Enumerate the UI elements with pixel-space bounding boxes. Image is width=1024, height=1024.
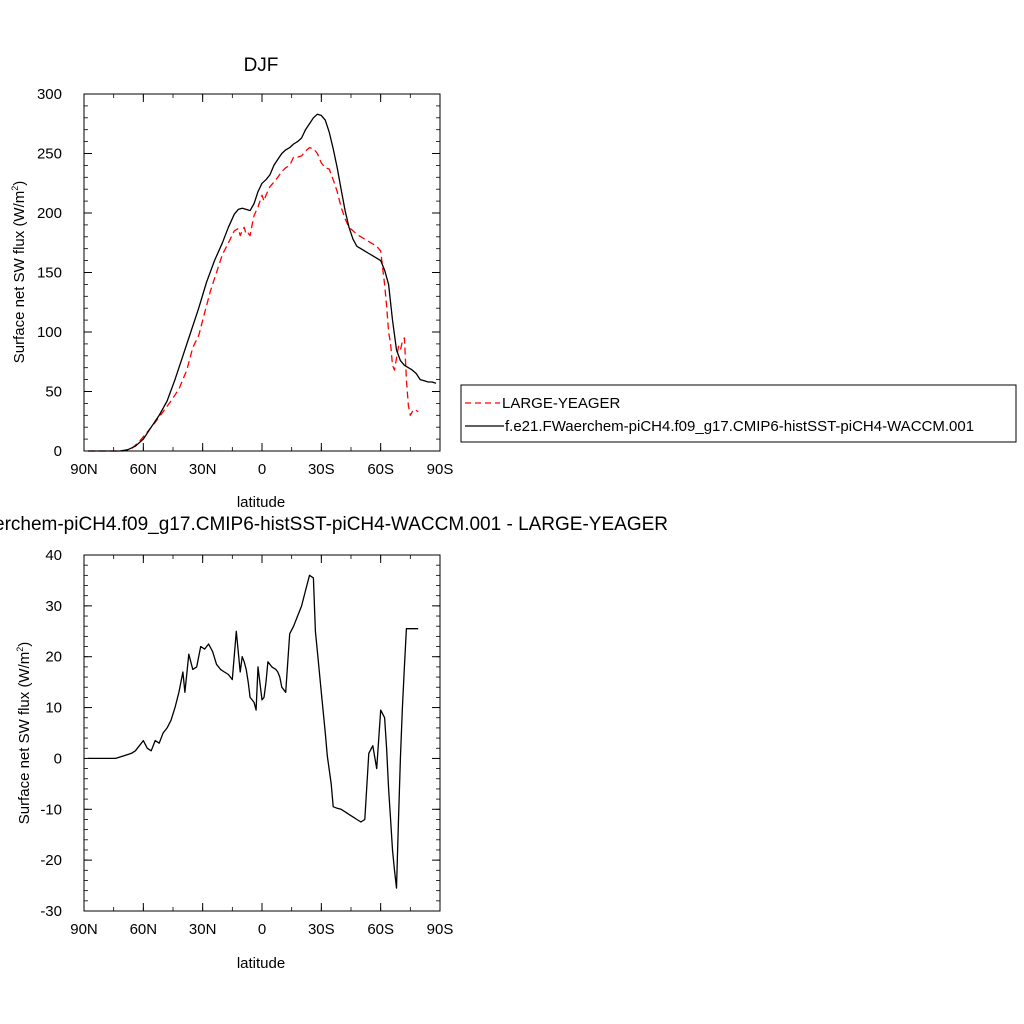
top-y-ticks: 0 50 100 150 200 250 300 <box>37 86 440 460</box>
y-tick-label: -20 <box>40 852 62 869</box>
y-tick-label: 30 <box>45 598 62 615</box>
bottom-x-ticks: 90N 60N 30N 0 30S 60S 90S <box>70 555 453 938</box>
top-y-axis-label: Surface net SW flux (W/m2) <box>10 181 28 364</box>
bottom-series <box>88 574 419 889</box>
bottom-y-axis-label: Surface net SW flux (W/m2) <box>15 642 33 825</box>
top-series <box>88 113 437 452</box>
legend-label-large-yeager: LARGE-YEAGER <box>502 395 621 412</box>
x-tick-label: 30N <box>189 461 217 478</box>
y-tick-label: 250 <box>37 146 62 163</box>
x-tick-label: 60S <box>367 921 394 938</box>
x-tick-label: 0 <box>258 461 266 478</box>
x-tick-label: 0 <box>258 921 266 938</box>
x-tick-label: 90S <box>427 461 454 478</box>
legend: LARGE-YEAGER f.e21.FWaerchem-piCH4.f09_g… <box>460 384 1017 443</box>
y-tick-label: 0 <box>54 443 62 460</box>
x-tick-label: 90S <box>427 921 454 938</box>
legend-box <box>460 384 1017 443</box>
y-tick-label: -30 <box>40 903 62 920</box>
x-tick-label: 30S <box>308 461 335 478</box>
top-x-ticks: 90N 60N 30N 0 30S 60S 90S <box>70 94 453 478</box>
top-chart-title: DJF <box>244 55 279 76</box>
y-tick-label: 150 <box>37 265 62 282</box>
y-tick-label: 20 <box>45 649 62 666</box>
x-tick-label: 90N <box>70 921 98 938</box>
bottom-y-ticks: -30 -20 -10 0 10 20 30 40 <box>40 547 440 920</box>
x-tick-label: 60S <box>367 461 394 478</box>
top-plot-frame <box>83 93 441 452</box>
y-tick-label: 0 <box>54 750 62 767</box>
x-tick-label: 30S <box>308 921 335 938</box>
y-tick-label: 300 <box>37 86 62 103</box>
y-tick-label: 100 <box>37 324 62 341</box>
x-tick-label: 60N <box>130 921 158 938</box>
series-line-1 <box>88 574 419 889</box>
legend-label-waccm: f.e21.FWaerchem-piCH4.f09_g17.CMIP6-hist… <box>505 418 974 435</box>
y-tick-label: 200 <box>37 205 62 222</box>
bottom-plot-frame <box>83 554 441 912</box>
x-tick-label: 90N <box>70 461 98 478</box>
series-line-2 <box>88 113 437 452</box>
bottom-x-axis-label: latitude <box>237 955 285 972</box>
series-line-1 <box>88 146 419 452</box>
x-tick-label: 30N <box>189 921 217 938</box>
bottom-chart-title: f.e21.FWaerchem-piCH4.f09_g17.CMIP6-hist… <box>0 514 668 535</box>
x-tick-label: 60N <box>130 461 158 478</box>
y-tick-label: -10 <box>40 801 62 818</box>
bottom-panel: f.e21.FWaerchem-piCH4.f09_g17.CMIP6-hist… <box>0 514 668 972</box>
y-tick-label: 40 <box>45 547 62 564</box>
y-tick-label: 10 <box>45 700 62 717</box>
top-x-axis-label: latitude <box>237 494 285 511</box>
y-tick-label: 50 <box>45 384 62 401</box>
